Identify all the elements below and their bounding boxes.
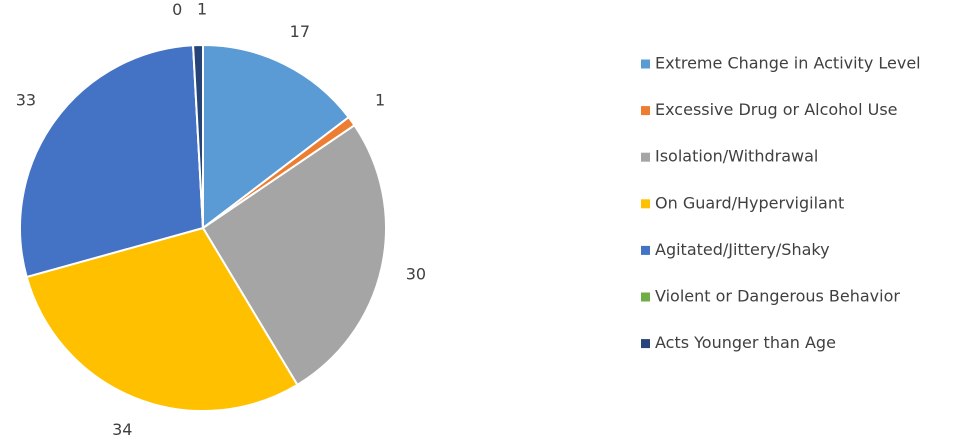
- pie-slice: [201, 123, 387, 387]
- data-label: 1: [197, 0, 207, 19]
- data-label: 33: [16, 90, 36, 109]
- pie-slice: [202, 43, 351, 231]
- legend-label: Extreme Change in Activity Level: [655, 54, 921, 73]
- data-label: 30: [406, 264, 426, 283]
- legend-label: Excessive Drug or Alcohol Use: [655, 100, 898, 119]
- pie-slice: [19, 44, 205, 279]
- legend-swatch: [641, 245, 650, 255]
- legend-label: On Guard/Hypervigilant: [655, 193, 844, 212]
- data-label: 1: [375, 90, 385, 109]
- data-label: 17: [290, 22, 310, 41]
- legend-label: Acts Younger than Age: [655, 333, 836, 352]
- legend-label: Agitated/Jittery/Shaky: [655, 240, 830, 259]
- pie-slice: [192, 43, 204, 229]
- legend-swatch: [641, 106, 650, 116]
- legend-swatch: [641, 339, 650, 349]
- data-label: 0: [172, 0, 182, 19]
- legend-swatch: [641, 292, 650, 302]
- legend-label: Violent or Dangerous Behavior: [655, 287, 900, 306]
- data-label: 34: [112, 420, 132, 437]
- legend-swatch: [641, 59, 650, 69]
- legend-swatch: [641, 199, 650, 209]
- legend-swatch: [641, 152, 650, 162]
- legend-label: Isolation/Withdrawal: [655, 147, 818, 166]
- pie-slice: [25, 226, 299, 412]
